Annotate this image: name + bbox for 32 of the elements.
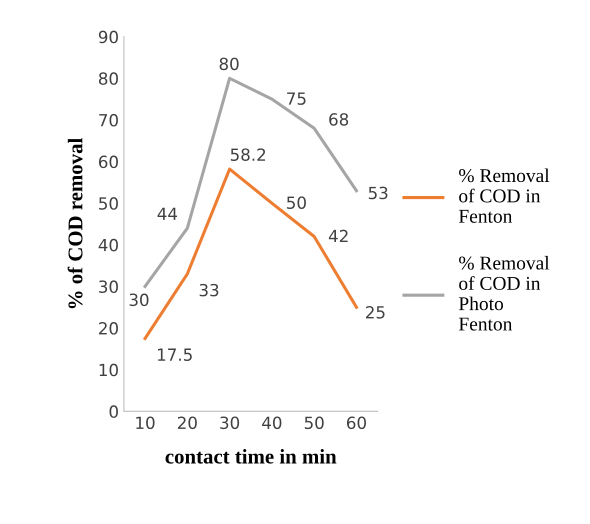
data-label: 75 (287, 92, 306, 105)
data-label: 44 (158, 208, 178, 220)
x-axis-title: contact time in min (166, 449, 336, 464)
data-label: 68 (329, 113, 348, 126)
data-label: 58.2 (230, 148, 266, 161)
y-tick-label: 70 (99, 114, 118, 127)
y-tick-label: 40 (98, 238, 118, 252)
y-tick-label: 20 (99, 322, 118, 335)
data-label: 30 (130, 294, 148, 306)
y-tick-label: 60 (98, 156, 118, 168)
y-tick-label: 30 (99, 280, 118, 294)
data-label: 50 (287, 196, 306, 209)
x-tick-label: 20 (178, 416, 197, 430)
data-label: 25 (366, 306, 385, 319)
data-label: 53 (368, 186, 388, 200)
data-label: 42 (328, 230, 348, 242)
data-label: 33 (200, 284, 218, 296)
data-label: 80 (220, 58, 239, 70)
y-tick-label: 50 (99, 197, 118, 210)
y-tick-label: 0 (110, 405, 118, 418)
legend-label: % Removal of COD in Photo Fenton (458, 256, 550, 331)
y-tick-label: 10 (100, 364, 118, 376)
x-tick-label: 10 (136, 416, 155, 430)
data-label: 17.5 (158, 348, 192, 361)
legend-label: % Removal of COD in Fenton (458, 168, 550, 223)
y-axis-title: % of COD removal (68, 138, 83, 308)
x-tick-label: 40 (262, 416, 282, 430)
y-tick-label: 80 (98, 72, 118, 85)
x-tick-label: 60 (347, 416, 366, 430)
y-tick-label: 90 (98, 30, 118, 44)
x-tick-label: 50 (304, 416, 324, 430)
x-tick-label: 30 (220, 416, 240, 430)
